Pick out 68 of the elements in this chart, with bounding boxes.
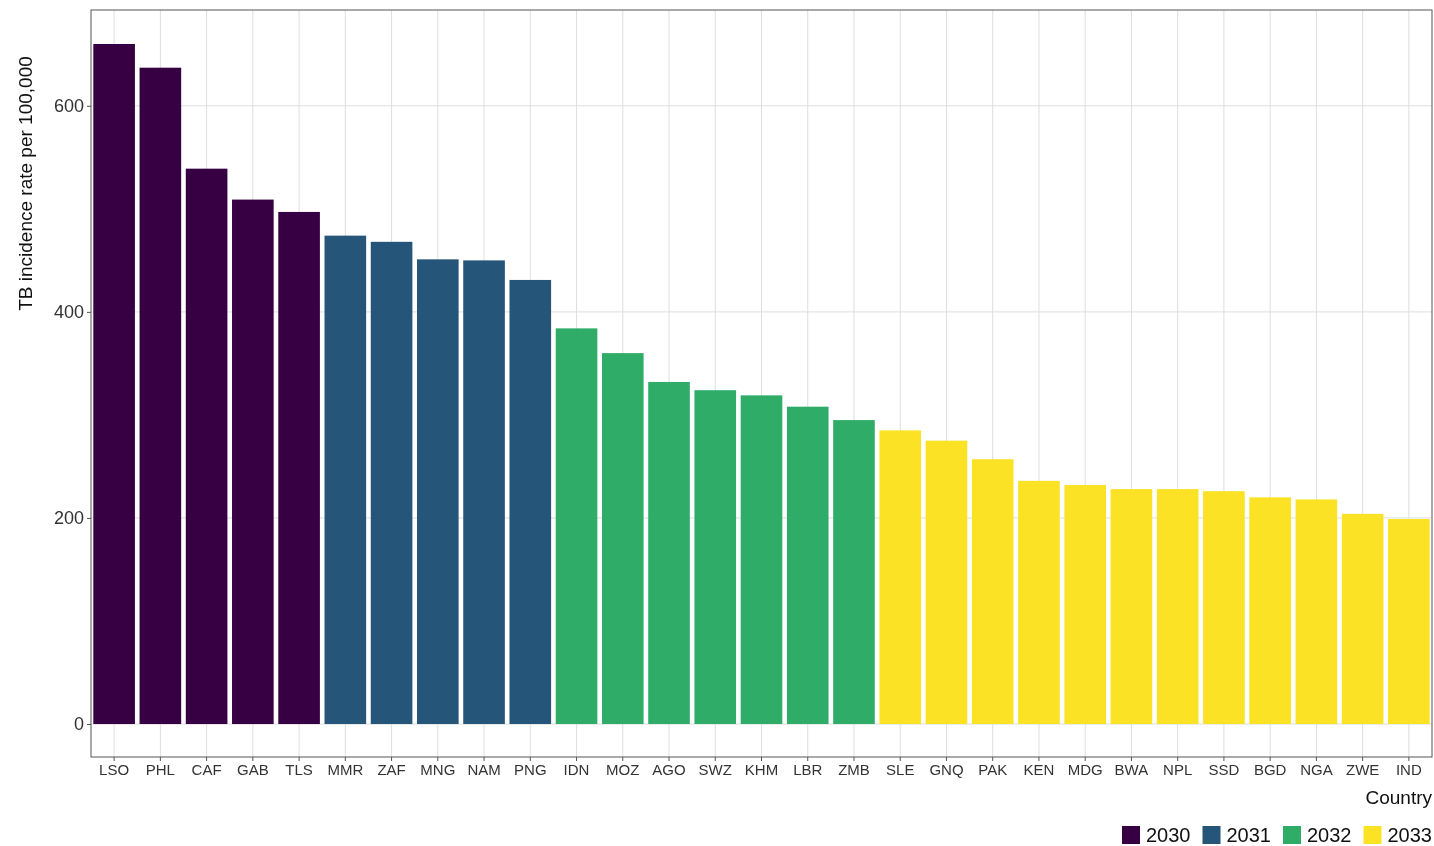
x-tick-label: IND	[1395, 760, 1422, 778]
x-tick-label: ZWE	[1345, 760, 1380, 778]
x-tick-label: SLE	[886, 760, 915, 778]
x-tick-label: NGA	[1300, 760, 1333, 778]
bar	[370, 241, 413, 725]
x-tick-label: PNG	[514, 760, 547, 778]
x-tick-label: TLS	[285, 760, 313, 778]
y-tick-label: 400	[53, 302, 84, 323]
x-tick-label: MMR	[327, 760, 364, 778]
x-tick-label: SSD	[1208, 760, 1240, 778]
x-tick-label: GAB	[237, 760, 269, 778]
bar	[1295, 499, 1338, 725]
bar	[879, 430, 922, 725]
bar	[509, 279, 552, 725]
bar	[925, 440, 968, 725]
bar	[833, 420, 875, 725]
legend-label: 2033	[1387, 824, 1432, 846]
y-tick-label: 600	[53, 96, 84, 117]
x-tick-label: LSO	[99, 760, 130, 778]
x-tick-label: CAF	[191, 760, 222, 778]
bar	[1064, 484, 1106, 725]
y-tick-label: 200	[53, 508, 84, 529]
bar	[417, 259, 459, 725]
x-tick-label: ZAF	[377, 760, 406, 778]
x-tick-label: PHL	[145, 760, 175, 778]
bar	[1156, 489, 1199, 725]
x-tick-label: PAK	[978, 760, 1008, 778]
bar	[232, 199, 274, 725]
bar	[786, 406, 829, 725]
legend-label: 2031	[1226, 824, 1271, 846]
bar	[324, 235, 367, 725]
x-tick-label: NPL	[1163, 760, 1193, 778]
bar	[1388, 518, 1430, 725]
bar	[694, 390, 737, 725]
x-tick-label: NAM	[467, 760, 501, 778]
legend-label: 2032	[1307, 824, 1352, 846]
bar	[1110, 489, 1153, 725]
bar	[278, 211, 320, 725]
x-tick-label: AGO	[652, 760, 686, 778]
y-tick-label: 0	[73, 714, 84, 735]
y-axis-title: TB incidence rate per 100,000	[15, 56, 36, 311]
x-tick-label: ZMB	[838, 760, 870, 778]
bar	[185, 168, 228, 725]
bar	[139, 67, 182, 725]
bar	[971, 459, 1014, 725]
bar	[1203, 491, 1245, 725]
x-tick-label: LBR	[793, 760, 823, 778]
bar	[601, 353, 644, 725]
x-tick-label: KHM	[744, 760, 779, 778]
bar	[740, 395, 783, 725]
bar	[648, 381, 690, 725]
bar	[1018, 480, 1060, 725]
x-tick-label: MOZ	[606, 760, 640, 778]
legend-label: 2030	[1146, 824, 1191, 846]
x-tick-label: KEN	[1023, 760, 1055, 778]
x-tick-label: SWZ	[698, 760, 732, 778]
bar	[463, 260, 505, 725]
bar	[1249, 497, 1291, 725]
x-tick-label: GNQ	[929, 760, 964, 778]
x-tick-label: BWA	[1114, 760, 1149, 778]
bar	[1341, 513, 1384, 725]
x-tick-label: MDG	[1067, 760, 1103, 778]
bar	[555, 328, 598, 725]
x-tick-label: MNG	[420, 760, 456, 778]
x-axis-title: Country	[1365, 787, 1433, 808]
x-tick-label: IDN	[563, 760, 590, 778]
x-tick-label: BGD	[1253, 760, 1287, 778]
bar	[93, 44, 135, 725]
